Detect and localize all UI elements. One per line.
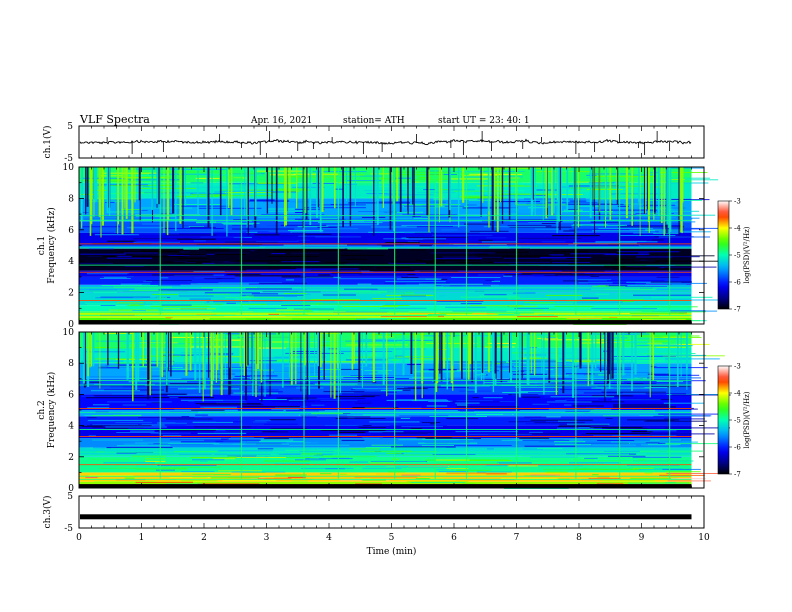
ch1-spectrogram-colorbar-tick-label: -6 <box>734 279 741 287</box>
ch2-spectrogram-colorbar-tick-label: -4 <box>734 390 741 398</box>
colorbars: -3 -4 -5 -6 -7 log(PSD)(V²/Hz) -3 -4 -5 -6 -7 log(P… <box>717 198 751 479</box>
ch1-spectrogram-band <box>79 311 692 318</box>
ch2-spectrogram-band <box>79 416 692 426</box>
time-axis-tick-label: 2 <box>201 533 207 543</box>
ch1-waveform-ytick-label: 5 <box>67 122 73 132</box>
station-label: station= ATH <box>343 116 405 126</box>
ch2-spectrogram-ytick-label: 0 <box>68 484 74 494</box>
ch2-spectrogram-colorbar-tick-label: -6 <box>734 444 741 452</box>
ch1-spectrogram-colorbar <box>717 200 730 310</box>
ch2-spectrogram-colorbar-tick-label: -3 <box>734 363 741 371</box>
ch3-waveform-ytick-label: 5 <box>67 492 73 502</box>
ch1-spectrogram-panel: 0 2 4 6 8 10 ch.1Frequency (kHz) <box>37 163 726 330</box>
ch3-waveform-panel: 5 -5 ch.3(V) 0 1 2 3 4 5 6 7 8 9 10 Time (min) <box>42 492 710 557</box>
ch2-spectrogram-colorbar <box>717 365 730 475</box>
ch1-waveform-ylabel: ch.1(V) <box>42 126 53 159</box>
ch2-spectrogram-band <box>79 410 692 417</box>
ch2-spectrogram-ylabel: ch.2Frequency (kHz) <box>37 372 57 449</box>
start-time-label: start UT = 23: 40: 1 <box>438 116 530 126</box>
time-axis-tick-label: 10 <box>698 533 710 543</box>
ch1-spectrogram-ytick-label: 6 <box>68 226 74 236</box>
time-axis-tick-label: 9 <box>639 533 645 543</box>
ch2-spectrogram-ytick-label: 4 <box>68 422 74 432</box>
ch1-spectrogram-band <box>79 245 692 249</box>
ch1-spectrogram-band <box>79 276 692 285</box>
ch2-spectrogram-colorbar-tick-label: -7 <box>734 471 741 479</box>
ch1-waveform-ytick-label: -5 <box>64 154 73 164</box>
ch2-spectrogram-band <box>79 438 692 448</box>
ch3-waveform-ylabel: ch.3(V) <box>42 496 53 529</box>
time-axis-tick-label: 3 <box>264 533 270 543</box>
ch1-spectrogram-colorbar-tick-label: -4 <box>734 225 741 233</box>
ch1-waveform-trace <box>79 138 692 146</box>
time-axis-tick-label: 4 <box>326 533 332 543</box>
ch1-spectrogram-dc-band <box>79 320 692 324</box>
figure-title: VLF Spectra <box>79 113 150 126</box>
ch1-spectrogram-ytick-label: 10 <box>63 163 75 173</box>
ch2-spectrogram-band <box>79 394 692 410</box>
ch2-spectrogram-ytick-label: 2 <box>68 453 74 463</box>
ch1-spectrogram-colorbar-label: log(PSD)(V²/Hz) <box>743 226 751 283</box>
ch1-spectrogram-ytick-label: 0 <box>68 320 74 330</box>
ch3-waveform-trace <box>80 514 692 520</box>
date-label: Apr. 16, 2021 <box>250 116 312 126</box>
time-axis-tick-label: 1 <box>139 533 145 543</box>
time-axis-tick-label: 0 <box>76 533 82 543</box>
ch1-spectrogram-texture <box>79 167 726 325</box>
ch1-spectrogram-colorbar-tick-label: -3 <box>734 198 741 206</box>
ch1-waveform-panel: 5 -5 ch.1(V) <box>42 122 705 164</box>
ch1-spectrogram-ytick-label: 2 <box>68 289 74 299</box>
ch2-spectrogram-colorbar-tick-label: -5 <box>734 417 741 425</box>
ch1-spectrogram-band <box>79 270 692 277</box>
time-axis-tick-label: 5 <box>389 533 395 543</box>
ch2-spectrogram-ytick-label: 10 <box>63 328 75 338</box>
ch3-waveform-ytick-label: -5 <box>64 524 73 534</box>
time-axis-tick-label: 6 <box>451 533 457 543</box>
ch2-spectrogram-dc-band <box>79 484 692 488</box>
time-axis-tick-label: 8 <box>576 533 582 543</box>
ch2-spectrogram-ytick-label: 6 <box>68 390 74 400</box>
ch2-spectrogram-colorbar-label: log(PSD)(V²/Hz) <box>743 391 751 448</box>
ch2-spectrogram-texture <box>78 332 731 489</box>
time-axis-tick-label: 7 <box>514 533 520 543</box>
ch1-spectrogram-colorbar-tick-label: -5 <box>734 252 741 260</box>
time-axis-label: Time (min) <box>367 546 417 557</box>
ch1-spectrogram-ylabel: ch.1Frequency (kHz) <box>37 207 57 284</box>
ch1-spectrogram-colorbar-tick-label: -7 <box>734 306 741 314</box>
ch2-spectrogram-panel: 0 2 4 6 8 10 ch.2Frequency (kHz) <box>37 328 731 494</box>
ch1-spectrogram-ytick-label: 4 <box>68 257 74 267</box>
ch1-spectrogram-band <box>79 284 692 293</box>
ch1-spectrogram-ytick-label: 8 <box>68 194 74 204</box>
ch2-spectrogram-ytick-label: 8 <box>68 359 74 369</box>
